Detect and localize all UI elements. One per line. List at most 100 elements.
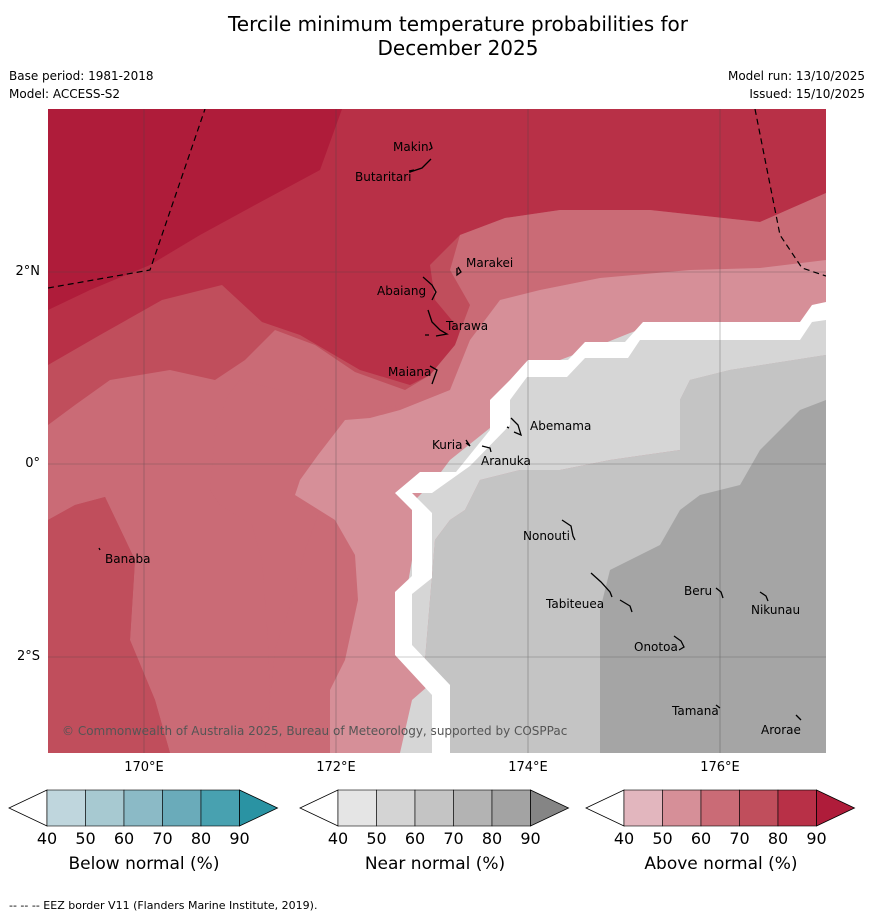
colorbar-below-tick: 40 — [37, 829, 57, 848]
meta-left: Base period: 1981-2018 Model: ACCESS-S2 — [9, 67, 154, 103]
colorbar-near-bin — [337, 789, 377, 827]
island-shape-tamana — [715, 704, 721, 709]
lon-label-172e: 172°E — [316, 760, 356, 775]
lat-label-0: 0° — [25, 456, 40, 471]
eez-border-east — [754, 109, 826, 277]
island-label-kuria: Kuria — [432, 438, 463, 452]
lat-label-2s: 2°S — [16, 649, 40, 664]
island-shape-banaba — [98, 547, 101, 551]
model-run: Model run: 13/10/2025 — [727, 69, 865, 83]
island-label-butaritari: Butaritari — [355, 170, 412, 184]
colorbar-below-tick: 90 — [229, 829, 249, 848]
colorbar-above-tick: 90 — [806, 829, 826, 848]
colorbar-title-above: Above normal (%) — [644, 854, 798, 874]
footer-eez-note: -- -- -- EEZ border V11 (Flanders Marine… — [9, 899, 318, 912]
eez-border — [48, 109, 826, 289]
model-name: Model: ACCESS-S2 — [9, 87, 121, 101]
colorbar-above-low-extend — [585, 789, 625, 827]
eez-border-west — [48, 109, 206, 289]
island-shape-butaritari — [408, 158, 432, 173]
colorbar-below-bin — [162, 789, 202, 827]
colorbar-near-high-extend — [530, 789, 570, 827]
island-label-makin: Makin — [393, 140, 429, 154]
island-shape-makin — [428, 141, 433, 151]
colorbar-above-high-extend — [816, 789, 856, 827]
colorbar-above-tick: 60 — [691, 829, 711, 848]
colorbar-below-tick: 70 — [152, 829, 172, 848]
island-label-tarawa: Tarawa — [445, 319, 488, 333]
colorbar-below: 40 50 60 70 80 90 — [8, 789, 279, 848]
issued-date: Issued: 15/10/2025 — [749, 87, 865, 101]
colorbar-above: 40 50 60 70 80 90 — [585, 789, 856, 848]
island-label-abaiang: Abaiang — [377, 284, 426, 298]
colorbar-near-tick: 60 — [405, 829, 425, 848]
colorbar-below-bin — [46, 789, 86, 827]
colorbar-below-tick: 60 — [114, 829, 134, 848]
island-label-abemama: Abemama — [530, 419, 591, 433]
island-shapes — [98, 141, 802, 721]
island-shape-aranuka — [481, 445, 492, 453]
colorbar-near-bin — [453, 789, 493, 827]
region-above-70-left — [48, 497, 170, 753]
colorbar-near-tick: 70 — [443, 829, 463, 848]
region-white-band — [395, 302, 826, 753]
colorbar-above-bin — [777, 789, 817, 827]
island-label-nikunau: Nikunau — [751, 603, 800, 617]
colorbar-above-tick: 40 — [614, 829, 634, 848]
colorbar-above-bin — [662, 789, 702, 827]
island-label-banaba: Banaba — [105, 552, 151, 566]
island-label-arorae: Arorae — [761, 723, 801, 737]
island-shape-abemama — [506, 417, 523, 437]
colorbar-near: 40 50 60 70 80 90 — [299, 789, 570, 848]
lat-label-2n: 2°N — [15, 264, 41, 279]
lon-label-174e: 174°E — [508, 760, 548, 775]
gridlines — [48, 109, 826, 753]
region-near-70-inner — [483, 355, 826, 753]
lon-label-170e: 170°E — [124, 760, 164, 775]
colorbar-title-below: Below normal (%) — [68, 854, 220, 874]
island-shape-maiana — [429, 365, 438, 385]
island-label-tamana: Tamana — [671, 704, 719, 718]
colorbar-above-bin — [623, 789, 663, 827]
colorbar-below-bin — [85, 789, 125, 827]
island-label-aranuka: Aranuka — [481, 454, 531, 468]
colorbar-above-tick: 80 — [768, 829, 788, 848]
colorbars: 40 50 60 70 80 90 40 50 60 70 80 90 40 50 60 70 80 90 — [8, 789, 856, 848]
meta-right: Model run: 13/10/2025 Issued: 15/10/2025 — [728, 67, 865, 103]
colorbar-above-tick: 50 — [652, 829, 672, 848]
colorbar-near-bin — [376, 789, 416, 827]
island-label-nonouti: Nonouti — [523, 529, 570, 543]
island-shape-nonouti — [561, 519, 576, 541]
colorbar-below-low-extend — [8, 789, 48, 827]
colorbar-above-bin — [700, 789, 740, 827]
island-label-beru: Beru — [684, 584, 712, 598]
island-shape-abaiang — [422, 276, 437, 301]
title-line-2: December 2025 — [377, 36, 539, 60]
island-label-tabiteuea: Tabiteuea — [545, 597, 604, 611]
colorbar-above-tick: 70 — [729, 829, 749, 848]
colorbar-near-bin — [491, 789, 531, 827]
colorbar-near-tick: 50 — [366, 829, 386, 848]
island-shape-marakei — [456, 266, 462, 277]
colorbar-near-tick: 80 — [482, 829, 502, 848]
island-shape-onotoa — [673, 635, 685, 651]
probability-map: Makin Butaritari Marakei Abaiang Tarawa … — [48, 109, 826, 753]
colorbar-below-bin — [200, 789, 240, 827]
island-shape-tarawa — [425, 309, 449, 337]
colorbar-title-near: Near normal (%) — [364, 854, 506, 874]
region-above-90 — [48, 109, 342, 310]
base-period: Base period: 1981-2018 — [9, 69, 154, 83]
colorbar-near-tick: 40 — [328, 829, 348, 848]
title-line-1: Tercile minimum temperature probabilitie… — [227, 12, 689, 36]
island-shape-nikunau — [759, 591, 769, 602]
island-label-onotoa: Onotoa — [634, 640, 678, 654]
island-shape-beru — [715, 587, 724, 599]
lon-label-176e: 176°E — [700, 760, 740, 775]
colorbar-near-bin — [414, 789, 454, 827]
colorbar-near-low-extend — [299, 789, 339, 827]
island-shape-tabiteuea — [590, 572, 633, 613]
colorbar-below-high-extend — [239, 789, 279, 827]
colorbar-below-tick: 50 — [75, 829, 95, 848]
island-shape-arorae — [795, 714, 802, 721]
